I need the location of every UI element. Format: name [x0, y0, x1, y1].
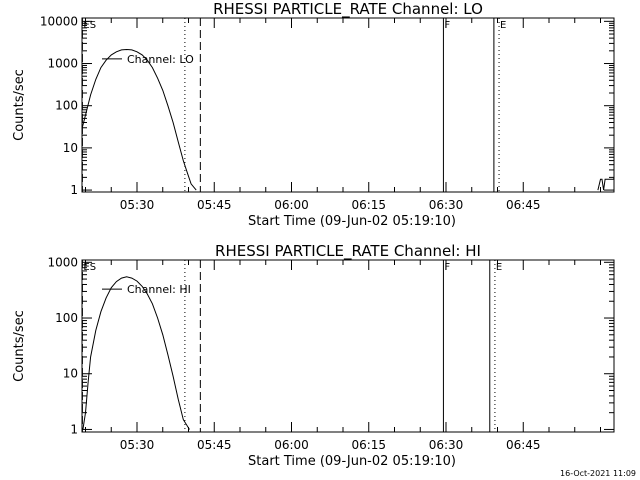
- x-axis-label: Start Time (09-Jun-02 05:19:10): [248, 214, 456, 229]
- y-axis-label: Counts/sec: [12, 69, 27, 141]
- x-tick-label: 05:30: [120, 438, 155, 452]
- legend-label: Channel: HI: [127, 283, 191, 296]
- x-tick-label: 06:45: [506, 438, 541, 452]
- x-tick-label: 06:15: [351, 198, 386, 212]
- timestamp: 16-Oct-2021 11:09: [560, 469, 636, 478]
- y-tick-label: 10: [63, 367, 78, 381]
- data-layer: [82, 48, 614, 191]
- data-layer: [82, 276, 190, 430]
- y-tick-label: 10: [63, 141, 78, 155]
- event-marker-label: F: [444, 262, 450, 273]
- x-tick-label: 06:00: [274, 438, 309, 452]
- y-tick-label: 1000: [47, 57, 78, 71]
- y-tick-label: 1000: [47, 255, 78, 269]
- x-tick-label: 05:45: [197, 438, 232, 452]
- y-tick-label: 1: [70, 183, 78, 197]
- chart-panel-1: RHESSI PARTICLE_RATE Channel: LO 1 10 100 10…: [12, 0, 615, 229]
- y-tick-label: 1: [70, 422, 78, 436]
- legend-label: Channel: LO: [127, 53, 194, 66]
- plot-frame: [81, 17, 615, 193]
- chart-title: RHESSI PARTICLE_RATE Channel: LO: [213, 0, 483, 19]
- y-tick-label: 10000: [40, 14, 78, 28]
- x-tick-label: 06:45: [506, 198, 541, 212]
- y-axis-label: Counts/sec: [12, 310, 27, 382]
- event-marker-label: F: [444, 20, 450, 31]
- event-marker-label: ES: [83, 262, 96, 273]
- x-tick-label: 06:00: [274, 198, 309, 212]
- event-marker-label: ES: [83, 20, 96, 31]
- x-tick-label: 05:45: [197, 198, 232, 212]
- x-tick-label: 06:15: [351, 438, 386, 452]
- chart-title: RHESSI PARTICLE_RATE Channel: HI: [215, 242, 481, 261]
- chart-panel-2: RHESSI PARTICLE_RATE Channel: HI 1 10 100 10…: [12, 242, 615, 469]
- x-tick-label: 06:30: [429, 438, 464, 452]
- x-tick-label: 06:30: [429, 198, 464, 212]
- y-tick-label: 100: [55, 311, 78, 325]
- event-marker-label: E: [500, 20, 506, 31]
- x-tick-label: 05:30: [120, 198, 155, 212]
- x-axis-label: Start Time (09-Jun-02 05:19:10): [248, 454, 456, 469]
- y-tick-label: 100: [55, 99, 78, 113]
- series-segment: [597, 176, 614, 191]
- series-line: [82, 276, 190, 430]
- event-marker-label: E: [496, 262, 502, 273]
- series-line: [82, 48, 197, 191]
